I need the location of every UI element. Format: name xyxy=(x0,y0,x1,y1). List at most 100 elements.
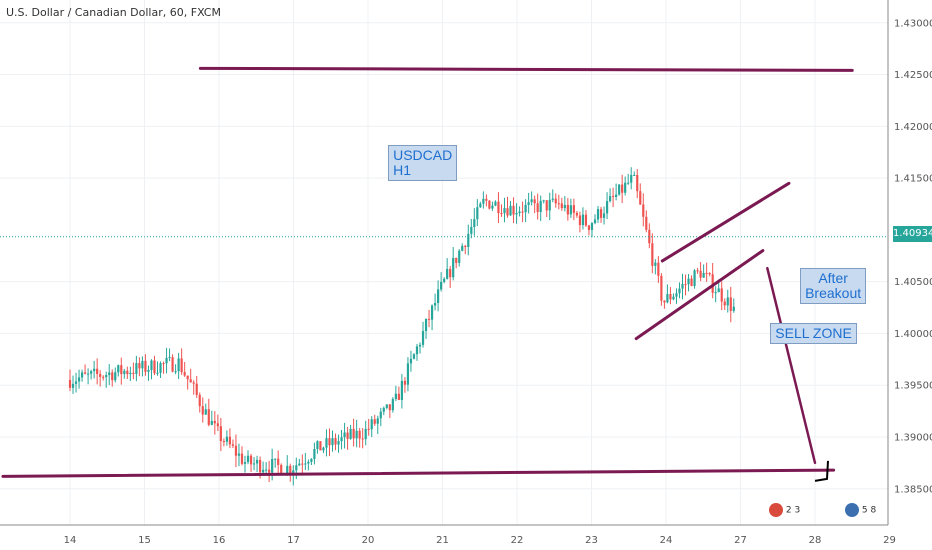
y-tick-label: 1.42500 xyxy=(894,70,932,81)
candle-body xyxy=(518,211,521,214)
candle-body xyxy=(657,262,660,276)
candle-body xyxy=(268,469,271,473)
candle-body xyxy=(494,201,497,206)
events-badge-us[interactable]: 5 8 xyxy=(845,503,876,525)
time-axis[interactable]: 14 15 16 17 20 21 22 23 24 27 28 29 xyxy=(0,524,896,546)
candle-body xyxy=(225,436,228,442)
candle-body xyxy=(222,441,225,443)
candle-body xyxy=(421,331,425,345)
us-flag-icon xyxy=(845,503,859,517)
candle-body xyxy=(584,214,588,226)
candle-body xyxy=(512,205,515,215)
after-breakout-label[interactable]: After Breakout xyxy=(800,268,867,305)
events-badge-ca[interactable]: 2 3 xyxy=(769,503,800,525)
candle-body xyxy=(575,212,578,216)
candle-body xyxy=(228,436,232,445)
candle-body xyxy=(521,211,524,213)
forecast-arrow-line[interactable] xyxy=(766,266,817,465)
candle-body xyxy=(204,409,207,415)
candle-body xyxy=(581,214,585,226)
candle-body xyxy=(382,407,385,412)
candle-body xyxy=(424,318,428,332)
candle-body xyxy=(150,360,153,371)
chart-grid xyxy=(0,0,890,525)
candle-body xyxy=(400,380,403,400)
candle-body xyxy=(243,462,247,464)
candle-body xyxy=(630,174,633,183)
candle-body xyxy=(639,191,642,205)
y-tick-label: 1.39000 xyxy=(894,432,932,443)
candle-body xyxy=(433,302,437,306)
y-tick-label: 1.42000 xyxy=(894,122,932,133)
candle-body xyxy=(669,294,672,300)
candle-body xyxy=(515,213,518,215)
candle-body xyxy=(108,372,111,376)
candle-body xyxy=(663,300,666,303)
events-count-us: 5 8 xyxy=(861,505,877,516)
candle-body xyxy=(105,375,108,378)
candle-body xyxy=(554,198,557,204)
candle-body xyxy=(397,393,400,400)
candle-body xyxy=(156,372,159,374)
y-tick-label: 1.38500 xyxy=(894,484,932,495)
forecast-arrow-head[interactable] xyxy=(814,460,829,482)
resistance-trendline[interactable] xyxy=(198,66,854,72)
support-trendline[interactable] xyxy=(1,468,836,478)
candle-body xyxy=(527,202,530,205)
candle-body xyxy=(452,257,455,278)
candle-body xyxy=(403,380,407,385)
candle-body xyxy=(672,296,675,300)
x-tick-label: 23 xyxy=(585,535,598,546)
candle-body xyxy=(391,399,394,411)
candle-body xyxy=(319,441,322,451)
sell-zone-label[interactable]: SELL ZONE xyxy=(770,323,857,345)
candle-body xyxy=(440,281,443,290)
candle-body xyxy=(210,420,213,425)
candle-body xyxy=(409,358,413,364)
candle-body xyxy=(593,219,597,224)
candle-body xyxy=(201,406,204,415)
current-price-label: 1.40934 xyxy=(893,226,932,242)
candle-body xyxy=(578,215,582,226)
candle-body xyxy=(467,233,470,248)
candle-body xyxy=(129,372,132,375)
candle-body xyxy=(406,363,410,385)
candle-body xyxy=(705,273,708,275)
candle-body xyxy=(213,420,216,424)
candle-body xyxy=(141,360,144,369)
candle-body xyxy=(144,360,147,372)
candle-body xyxy=(720,288,723,302)
candle-body xyxy=(473,219,476,227)
candle-body xyxy=(690,278,693,286)
candle-body xyxy=(612,196,615,198)
x-tick-label: 28 xyxy=(809,535,822,546)
candle-body xyxy=(99,373,102,377)
candle-body xyxy=(183,372,186,376)
channel-upper-line[interactable] xyxy=(660,181,791,263)
candle-body xyxy=(361,438,364,440)
candle-body xyxy=(461,245,464,251)
candle-body xyxy=(560,203,563,209)
candle-body xyxy=(198,394,201,407)
x-tick-label: 22 xyxy=(511,535,524,546)
candle-body xyxy=(231,444,235,446)
candle-body xyxy=(71,383,75,388)
candle-body xyxy=(255,459,259,464)
candle-body xyxy=(430,305,434,320)
candle-body xyxy=(385,404,388,408)
candle-body xyxy=(126,370,129,375)
price-axis[interactable]: 1.43000 1.42500 1.42000 1.41500 1.40500 1.400… xyxy=(887,0,932,550)
usdcad-h1-label[interactable]: USDCAD H1 xyxy=(388,144,458,181)
candle-body xyxy=(545,200,548,211)
candle-body xyxy=(216,423,219,427)
candle-body xyxy=(325,438,328,448)
y-tick-label: 1.39500 xyxy=(894,381,932,392)
candle-body xyxy=(117,365,120,373)
channel-lower-line[interactable] xyxy=(634,249,765,341)
candle-body xyxy=(388,404,391,411)
candle-body xyxy=(249,455,253,465)
candle-body xyxy=(355,430,358,439)
candle-body xyxy=(280,464,283,475)
candle-body xyxy=(524,204,527,213)
